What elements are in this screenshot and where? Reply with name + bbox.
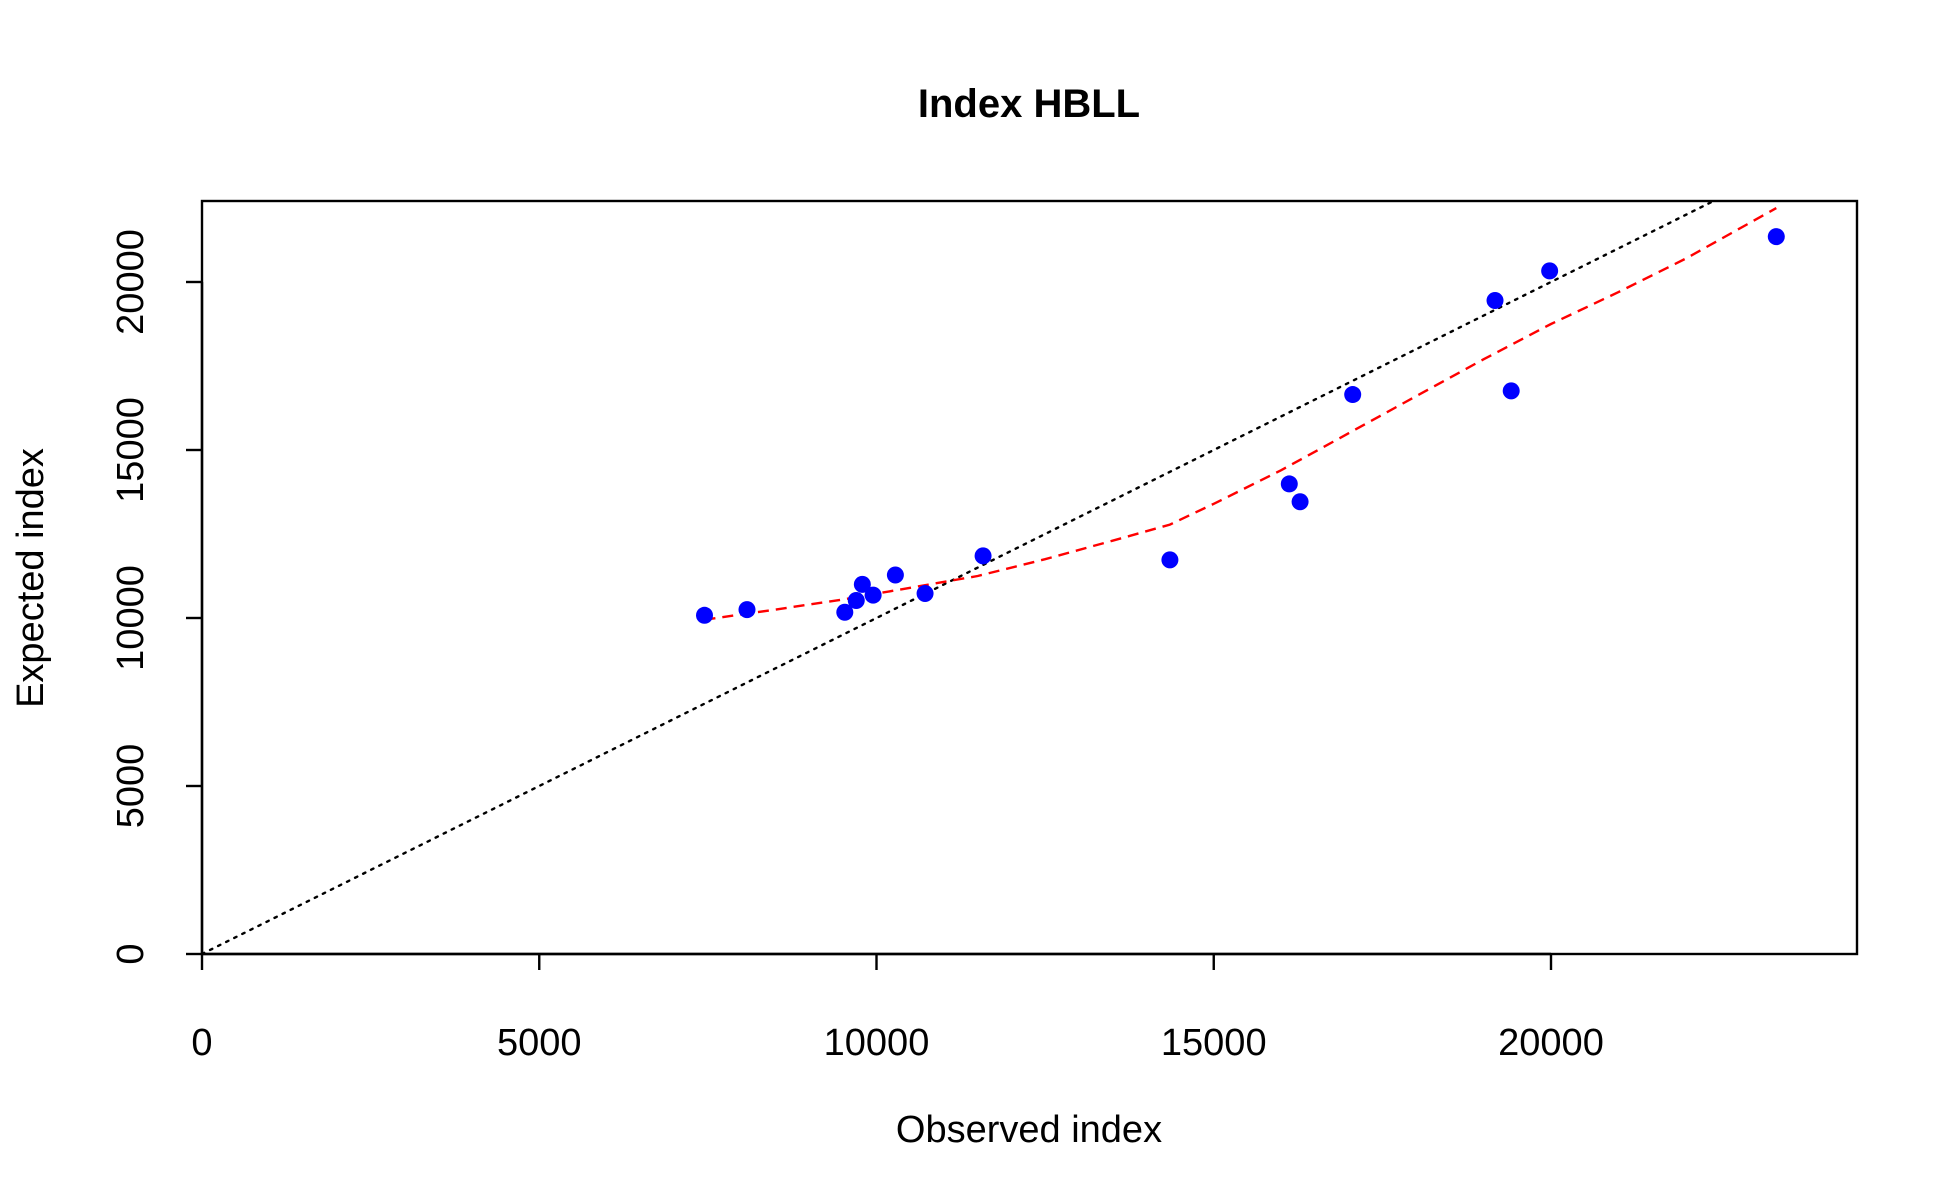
data-point	[1767, 228, 1785, 246]
x-axis: 0 5000 10000 15000 20000	[191, 952, 1604, 1064]
x-tick-label: 5000	[497, 1022, 582, 1064]
smooth-trend-line	[704, 207, 1777, 621]
data-points	[696, 228, 1785, 624]
data-point	[1344, 386, 1362, 404]
x-axis-ticks: 0 5000 10000 15000 20000	[191, 954, 1604, 1064]
data-point	[864, 586, 882, 604]
x-axis-label: Observed index	[896, 1109, 1162, 1151]
data-point	[1502, 382, 1520, 400]
data-point	[974, 547, 992, 565]
chart-title: Index HBLL	[918, 82, 1140, 126]
data-point	[1161, 551, 1179, 569]
data-point	[1486, 291, 1504, 309]
data-point	[1541, 262, 1559, 280]
data-point	[696, 606, 714, 624]
y-axis: 0 5000 10000 15000 20000	[110, 229, 204, 965]
y-tick-label: 15000	[110, 397, 152, 503]
x-tick-label: 20000	[1498, 1022, 1604, 1064]
x-tick-label: 0	[191, 1022, 212, 1064]
y-tick-label: 20000	[110, 229, 152, 335]
data-point	[853, 575, 871, 593]
data-point	[836, 603, 854, 621]
data-point	[916, 584, 934, 602]
data-point	[1280, 475, 1298, 493]
data-point	[738, 601, 756, 619]
x-tick-label: 10000	[824, 1022, 930, 1064]
x-tick-label: 15000	[1161, 1022, 1267, 1064]
y-tick-label: 0	[110, 943, 152, 964]
data-point	[1291, 493, 1309, 511]
y-tick-label: 10000	[110, 565, 152, 671]
plot-area	[202, 201, 1785, 954]
data-point	[886, 566, 904, 584]
plot-border	[200, 199, 1859, 956]
y-axis-ticks: 0 5000 10000 15000 20000	[110, 229, 202, 965]
y-axis-label: Expected index	[10, 448, 52, 708]
y-tick-label: 5000	[110, 744, 152, 829]
reference-line-1to1	[202, 201, 1717, 954]
data-point	[847, 592, 865, 610]
